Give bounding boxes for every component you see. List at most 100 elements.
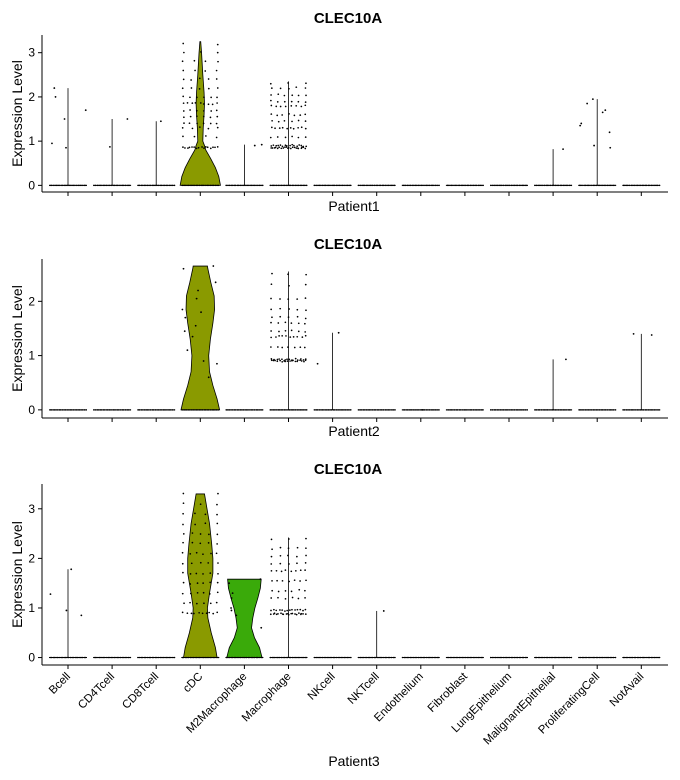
data-point bbox=[196, 96, 198, 99]
data-point bbox=[296, 562, 298, 565]
data-point bbox=[289, 360, 291, 362]
data-point bbox=[54, 96, 57, 98]
data-point bbox=[190, 87, 193, 89]
data-point bbox=[189, 552, 192, 555]
data-point bbox=[199, 102, 202, 104]
data-point bbox=[287, 346, 289, 348]
data-point bbox=[271, 316, 273, 319]
data-point bbox=[49, 593, 52, 595]
data-point bbox=[300, 358, 302, 360]
data-point bbox=[191, 146, 193, 148]
data-point bbox=[300, 126, 303, 129]
data-point bbox=[270, 126, 273, 129]
data-point bbox=[279, 298, 281, 300]
data-point bbox=[270, 104, 273, 107]
data-point bbox=[270, 321, 272, 324]
data-point bbox=[203, 602, 205, 605]
data-point bbox=[203, 96, 205, 99]
data-point bbox=[298, 612, 300, 614]
data-point bbox=[290, 590, 293, 593]
zero-points-NotAvail bbox=[622, 184, 661, 187]
data-point bbox=[253, 144, 256, 147]
data-point bbox=[269, 82, 272, 85]
data-point bbox=[304, 331, 307, 333]
data-point bbox=[209, 602, 212, 605]
data-point bbox=[270, 94, 272, 96]
data-point bbox=[289, 127, 292, 129]
zero-points-cDC bbox=[181, 184, 220, 187]
zero-points-CD4Tcell bbox=[93, 184, 132, 187]
data-point bbox=[70, 568, 73, 571]
data-point bbox=[295, 147, 298, 149]
y-axis-title: Expression Level bbox=[9, 285, 25, 392]
data-point bbox=[215, 552, 218, 555]
data-point bbox=[276, 579, 278, 582]
data-point bbox=[290, 100, 293, 103]
data-point bbox=[287, 316, 290, 318]
data-point bbox=[281, 126, 284, 129]
data-point bbox=[278, 127, 281, 129]
data-point bbox=[273, 612, 276, 615]
data-point bbox=[270, 145, 273, 147]
data-point bbox=[198, 611, 200, 614]
data-point bbox=[281, 579, 284, 582]
data-point bbox=[199, 542, 202, 545]
data-point bbox=[51, 142, 53, 145]
data-point bbox=[305, 547, 307, 550]
zero-points-M2Macrophage bbox=[225, 184, 264, 187]
zero-points-CD8Tcell bbox=[137, 409, 176, 411]
data-point bbox=[278, 358, 280, 360]
data-point bbox=[274, 146, 277, 149]
data-point bbox=[291, 94, 294, 97]
data-point bbox=[305, 82, 307, 85]
panel-title: CLEC10A bbox=[314, 236, 383, 253]
zero-points-Endothelium bbox=[401, 409, 440, 411]
data-point bbox=[201, 612, 204, 615]
data-point bbox=[281, 114, 284, 116]
data-point bbox=[297, 126, 299, 129]
data-point bbox=[181, 87, 184, 90]
data-point bbox=[281, 145, 284, 148]
data-point bbox=[182, 492, 185, 495]
data-point bbox=[296, 555, 298, 558]
data-point bbox=[304, 608, 307, 611]
data-point bbox=[186, 612, 189, 615]
data-point bbox=[337, 331, 340, 334]
data-point bbox=[565, 358, 567, 361]
data-point bbox=[284, 144, 287, 147]
data-point bbox=[202, 122, 205, 125]
data-point bbox=[186, 102, 189, 104]
data-point bbox=[189, 592, 192, 595]
data-point bbox=[292, 127, 295, 130]
data-point bbox=[296, 145, 299, 148]
x-category-label: NKTcell bbox=[346, 671, 382, 707]
data-point bbox=[204, 60, 207, 63]
data-point bbox=[216, 513, 218, 516]
data-point bbox=[210, 96, 212, 99]
data-point bbox=[216, 362, 218, 365]
data-point bbox=[278, 335, 280, 337]
x-category-label: Fibroblast bbox=[426, 670, 471, 715]
data-point bbox=[202, 115, 205, 118]
data-point bbox=[277, 612, 279, 615]
data-point bbox=[230, 607, 232, 609]
data-point bbox=[295, 104, 298, 107]
y-tick-label: 2 bbox=[28, 294, 35, 308]
data-point bbox=[295, 613, 298, 616]
y-tick-label: 1 bbox=[28, 134, 35, 148]
data-point bbox=[206, 146, 209, 149]
data-point bbox=[279, 546, 282, 549]
y-axis-title: Expression Level bbox=[9, 521, 25, 628]
zero-points-NotAvail bbox=[622, 656, 661, 659]
data-point bbox=[182, 512, 184, 515]
data-point bbox=[270, 555, 273, 558]
data-point bbox=[181, 551, 184, 554]
zero-points-Macrophage bbox=[269, 184, 308, 187]
data-point bbox=[204, 70, 207, 72]
data-point bbox=[276, 114, 279, 117]
data-point bbox=[270, 563, 273, 565]
violin-cDC bbox=[180, 265, 221, 411]
data-point bbox=[196, 591, 199, 594]
zero-points-Bcell bbox=[49, 184, 87, 187]
data-point bbox=[276, 360, 279, 363]
